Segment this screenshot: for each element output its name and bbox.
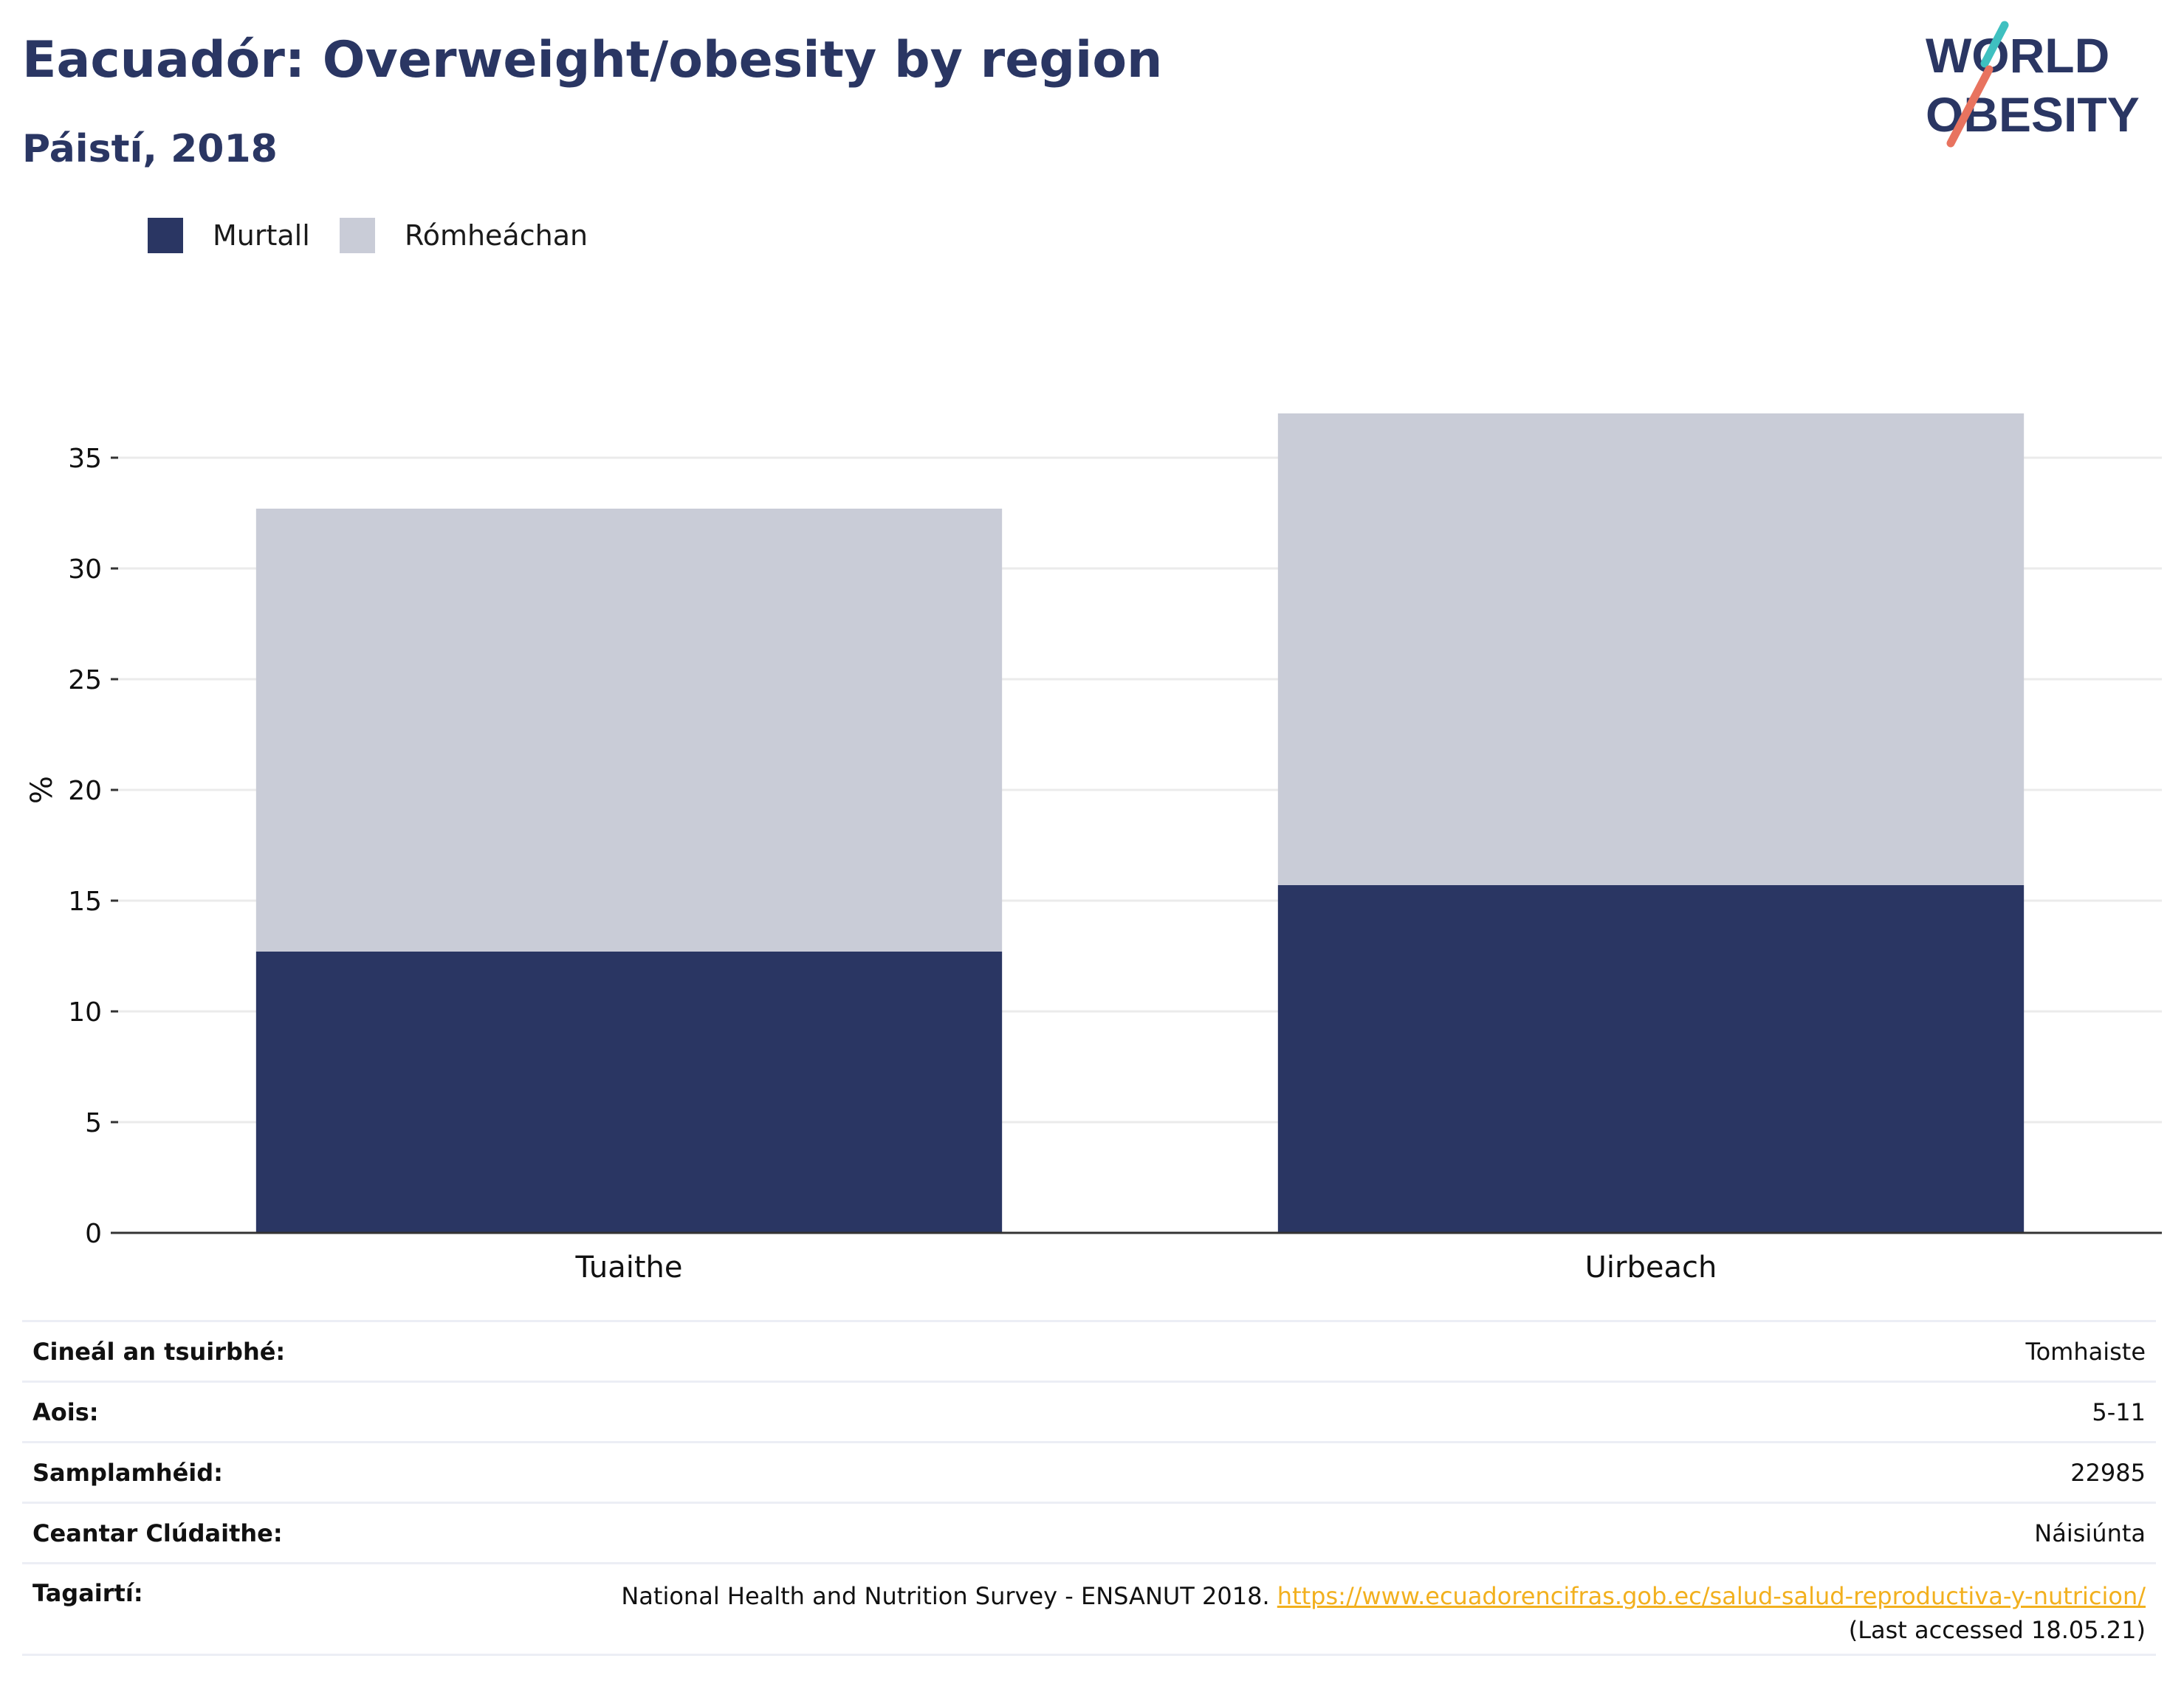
age-value: 5-11 [343, 1381, 2156, 1443]
bar-obese-tuaithe [255, 952, 1003, 1233]
y-axis-title: % [25, 776, 59, 804]
legend-label-overweight: Rómheáchan [405, 219, 588, 252]
age-label: Aois: [22, 1381, 343, 1443]
reference-link[interactable]: https://www.ecuadorencifras.gob.ec/salud… [1277, 1582, 2146, 1610]
legend-label-obese: Murtall [213, 219, 310, 252]
bar-chart: 0 5 10 15 20 25 30 35% Tuaithe Uirbeach [25, 413, 2162, 1285]
survey-type-label: Cineál an tsuirbhé: [22, 1320, 343, 1382]
world-obesity-logo: WORLD OBESITY [1926, 21, 2140, 148]
survey-info-table: Cineál an tsuirbhé: Tomhaiste Aois: 5-11… [22, 1320, 2156, 1656]
y-tick-label: 20 [68, 776, 102, 806]
logo-slash-teal [1980, 21, 2009, 68]
bar-overweight-uirbeach [1277, 413, 2025, 885]
legend-swatch-overweight [340, 218, 375, 253]
y-tick-label: 25 [68, 665, 102, 695]
info-row-area: Ceantar Clúdaithe: Náisiúnta [22, 1502, 2156, 1564]
chart-subtitle: Páistí, 2018 [22, 127, 278, 171]
y-tick-label: 35 [68, 444, 102, 474]
area-label: Ceantar Clúdaithe: [22, 1502, 343, 1564]
legend-swatch-obese [148, 218, 183, 253]
reference-text: National Health and Nutrition Survey - E… [621, 1582, 1270, 1610]
sample-value: 22985 [343, 1441, 2156, 1503]
y-tick-label: 30 [68, 554, 102, 585]
legend-item-overweight[interactable]: Rómheáchan [340, 218, 588, 253]
survey-type-value: Tomhaiste [343, 1320, 2156, 1382]
bar-overweight-tuaithe [255, 509, 1003, 952]
info-row-survey-type: Cineál an tsuirbhé: Tomhaiste [22, 1320, 2156, 1382]
info-row-references: Tagairtí: National Health and Nutrition … [22, 1562, 2156, 1656]
reference-accessed: (Last accessed 18.05.21) [1848, 1616, 2146, 1644]
x-tick-label: Tuaithe [575, 1251, 683, 1285]
y-tick-label: 10 [68, 997, 102, 1028]
sample-label: Samplamhéid: [22, 1441, 343, 1503]
logo-slash-coral [1946, 65, 1994, 148]
area-value: Náisiúnta [343, 1502, 2156, 1564]
logo-line1: WORLD [1926, 28, 2109, 83]
references-value: National Health and Nutrition Survey - E… [343, 1562, 2156, 1656]
bar-obese-uirbeach [1277, 885, 2025, 1233]
y-tick-label: 0 [85, 1219, 102, 1249]
x-tick-label: Uirbeach [1585, 1251, 1717, 1285]
legend-item-obese[interactable]: Murtall [148, 218, 310, 253]
info-row-age: Aois: 5-11 [22, 1381, 2156, 1443]
chart-title: Eacuadór: Overweight/obesity by region [22, 31, 1163, 89]
references-label: Tagairtí: [22, 1562, 343, 1656]
y-tick-label: 5 [85, 1108, 102, 1138]
y-tick-label: 15 [68, 887, 102, 917]
info-row-sample: Samplamhéid: 22985 [22, 1441, 2156, 1503]
